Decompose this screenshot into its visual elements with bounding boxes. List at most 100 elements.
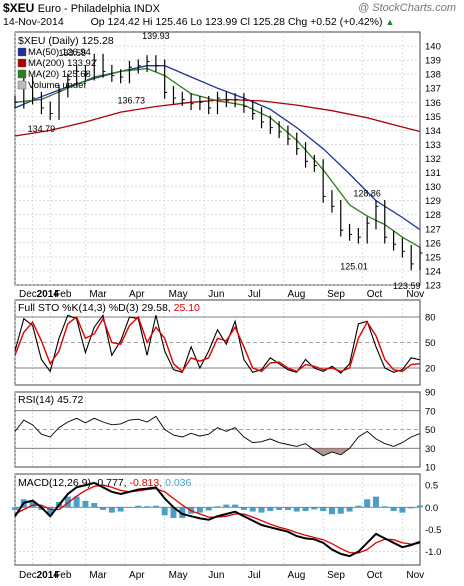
macd-histogram-bar <box>311 507 318 510</box>
macd-histogram-bar <box>372 496 379 508</box>
price-annotation: 133.58 <box>58 48 86 58</box>
macd-histogram-bar <box>240 507 247 510</box>
price-y-tick-label: 130 <box>425 182 441 193</box>
macd-histogram-bar <box>179 507 186 518</box>
rsi-oversold-fill <box>323 448 332 456</box>
sto-title: Full STO %K(14,3) %D(3) 29.58, 25.10 <box>18 302 200 314</box>
sto_d-line <box>14 315 421 373</box>
macd-histogram-bar <box>355 505 362 508</box>
macd-histogram-bar <box>73 496 80 508</box>
macd-histogram-bar <box>390 507 397 512</box>
x-tick-label-lower: 2014 <box>37 570 60 581</box>
macd-histogram-bar <box>258 507 265 513</box>
legend-swatch-ma20 <box>17 69 27 79</box>
macd-histogram-bar <box>47 507 54 516</box>
legend-swatch-ma200 <box>17 58 27 68</box>
macd-histogram-bar <box>328 507 335 515</box>
x-tick-label-upper: Oct <box>367 289 383 300</box>
sto-y-tick-label: 50 <box>425 338 436 349</box>
macd-line <box>14 481 421 558</box>
x-tick-label-lower: Apr <box>129 570 145 581</box>
x-tick-label-lower: Sep <box>327 570 345 581</box>
price-y-tick-label: 123 <box>425 281 441 292</box>
x-tick-label-lower: May <box>169 570 188 581</box>
macd-histogram-bar <box>276 507 283 510</box>
macd-histogram-value: 0.036 <box>165 477 191 489</box>
price-y-tick-label: 140 <box>425 42 441 53</box>
rsi-title: RSI(14) 45.72 <box>18 394 84 406</box>
macd-panel <box>14 473 421 566</box>
macd-y-tick-label: 0.5 <box>425 481 438 492</box>
watermark: @ StockCharts.com <box>358 2 456 14</box>
rsi-y-tick-label: 30 <box>425 444 436 455</box>
x-tick-label-lower: Oct <box>367 570 383 581</box>
quote-values: Op 124.42 Hi 125.46 Lo 123.99 Cl 125.28 … <box>90 16 383 28</box>
symbol-name: Euro - Philadelphia INDX <box>37 3 160 15</box>
macd-histogram-bar <box>170 507 177 518</box>
macd-histogram-bar <box>152 505 159 508</box>
macd-histogram-bar <box>417 505 423 508</box>
legend-label-ma20: MA(20) 125.68 <box>28 69 91 80</box>
x-tick-label-upper: Feb <box>54 289 72 300</box>
rsi-oversold-fill <box>331 448 341 455</box>
macd-histogram-bar <box>249 507 256 512</box>
macd-histogram-bar <box>100 507 107 510</box>
price-y-tick-label: 136 <box>425 98 441 109</box>
x-tick-label-upper: May <box>169 289 188 300</box>
sto-y-tick-label: 80 <box>425 313 436 324</box>
x-tick-label-upper: Sep <box>327 289 345 300</box>
price-y-tick-label: 124 <box>425 266 441 277</box>
x-tick-label-lower: Jul <box>248 570 261 581</box>
macd-histogram-bar <box>267 507 274 512</box>
price-y-tick-label: 135 <box>425 112 441 123</box>
quote-line: 14-Nov-2014 Op 124.42 Hi 125.46 Lo 123.9… <box>3 16 394 28</box>
legend-label-ma50: MA(50) 126.94 <box>28 47 91 58</box>
price-y-tick-label: 127 <box>425 224 441 235</box>
price-annotation: 125.01 <box>340 262 368 272</box>
macd-histogram-bar <box>144 506 151 508</box>
macd-histogram-bar <box>408 507 415 509</box>
macd-histogram-bar <box>232 504 239 508</box>
x-tick-label-lower: Nov <box>406 570 424 581</box>
rsi-y-tick-label: 90 <box>425 388 436 399</box>
symbol-title: $XEU Euro - Philadelphia INDX <box>3 1 160 15</box>
x-tick-label-upper: Jun <box>208 289 224 300</box>
symbol-label: $XEU <box>3 1 35 15</box>
macd-histogram-bar <box>91 503 98 508</box>
macd-signal-value: -0.813, <box>129 477 165 489</box>
macd-histogram-bar <box>161 507 168 516</box>
legend-label-volume: Volume undef <box>28 80 86 91</box>
price-y-tick-label: 138 <box>425 70 441 81</box>
x-tick-label-upper: Aug <box>288 289 306 300</box>
price-annotation: 123.59 <box>393 281 421 291</box>
macd-histogram-bar <box>135 505 142 508</box>
price-y-tick-label: 126 <box>425 238 441 249</box>
macd-histogram-bar <box>364 499 371 508</box>
macd-histogram-bar <box>381 506 388 508</box>
macd-histogram-bar <box>337 507 344 514</box>
macd-title: MACD(12,26,9) -0.777, -0.813, 0.036 <box>18 477 192 489</box>
price-y-tick-label: 133 <box>425 140 441 151</box>
price-y-tick-label: 139 <box>425 56 441 67</box>
macd-histogram-bar <box>117 507 124 512</box>
macd-y-tick-label: -0.5 <box>425 525 441 536</box>
price-y-tick-label: 129 <box>425 196 441 207</box>
macd-histogram-bar <box>223 504 230 508</box>
x-tick-label-lower: Dec <box>19 570 37 581</box>
legend-swatch-volume <box>17 80 27 90</box>
price-annotation: 139.93 <box>142 31 170 41</box>
price-annotation: 136.73 <box>117 96 145 106</box>
legend-label-ma200: MA(200) 133.92 <box>28 58 96 69</box>
rsi-y-tick-label: 50 <box>425 425 436 436</box>
price-panel-title: $XEU (Daily) 125.28 <box>18 35 114 47</box>
macd-histogram-bar <box>64 496 71 508</box>
x-tick-label-upper: 2014 <box>37 289 60 300</box>
x-tick-label-lower: Aug <box>288 570 306 581</box>
x-tick-label-upper: Nov <box>406 289 424 300</box>
x-tick-label-lower: Jun <box>208 570 224 581</box>
sto-d-value: 25.10 <box>174 302 200 314</box>
quote-date: 14-Nov-2014 <box>3 16 64 28</box>
macd-histogram-bar <box>205 507 212 511</box>
